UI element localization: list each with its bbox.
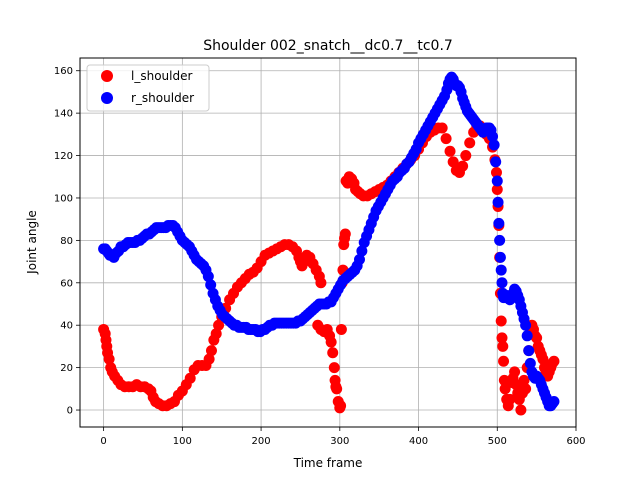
data-point-l-shoulder bbox=[531, 332, 543, 344]
data-point-l-shoulder bbox=[327, 347, 339, 359]
data-point-r-shoulder bbox=[353, 253, 365, 265]
data-point-l-shoulder bbox=[210, 328, 222, 340]
data-point-l-shoulder bbox=[515, 404, 527, 416]
data-point-l-shoulder bbox=[457, 160, 469, 172]
y-tick-label: 80 bbox=[60, 236, 73, 247]
legend-box bbox=[86, 64, 210, 112]
data-point-r-shoulder bbox=[520, 319, 532, 331]
y-tick-label: 40 bbox=[60, 321, 73, 332]
x-tick-label: 400 bbox=[409, 436, 428, 447]
axis-ticks: 0 100 200 300 400 500 600 0 20 40 60 80 100 120 140 160 bbox=[54, 66, 586, 447]
y-tick-label: 100 bbox=[54, 193, 73, 204]
x-tick-label: 100 bbox=[173, 436, 192, 447]
data-point-l-shoulder bbox=[460, 150, 472, 162]
x-tick-label: 0 bbox=[100, 436, 106, 447]
data-point-l-shoulder bbox=[103, 353, 115, 365]
data-point-l-shoulder bbox=[315, 277, 327, 289]
data-point-r-shoulder bbox=[491, 175, 503, 187]
y-tick-label: 60 bbox=[60, 278, 73, 289]
y-tick-label: 0 bbox=[67, 406, 73, 417]
legend-label-r-shoulder: r_shoulder bbox=[131, 91, 194, 105]
data-point-l-shoulder bbox=[331, 383, 343, 395]
series-r-shoulder bbox=[98, 71, 560, 412]
data-point-l-shoulder bbox=[335, 323, 347, 335]
data-point-l-shoulder bbox=[325, 336, 337, 348]
data-point-l-shoulder bbox=[504, 393, 516, 405]
data-point-l-shoulder bbox=[509, 366, 521, 378]
data-point-r-shoulder bbox=[548, 396, 560, 408]
data-point-l-shoulder bbox=[495, 315, 507, 327]
data-point-r-shoulder bbox=[494, 234, 506, 246]
data-point-r-shoulder bbox=[205, 279, 217, 291]
y-tick-label: 20 bbox=[60, 363, 73, 374]
data-point-l-shoulder bbox=[205, 345, 217, 357]
legend-marker-r-shoulder bbox=[101, 92, 113, 104]
data-point-l-shoulder bbox=[203, 353, 215, 365]
data-point-l-shoulder bbox=[518, 374, 530, 386]
data-point-l-shoulder bbox=[339, 228, 351, 240]
x-tick-label: 200 bbox=[252, 436, 271, 447]
data-point-l-shoulder bbox=[491, 183, 503, 195]
data-point-r-shoulder bbox=[356, 245, 368, 257]
data-point-l-shoulder bbox=[335, 400, 347, 412]
data-point-l-shoulder bbox=[548, 355, 560, 367]
data-point-l-shoulder bbox=[436, 122, 448, 134]
data-point-r-shoulder bbox=[492, 196, 504, 208]
data-point-r-shoulder bbox=[521, 330, 533, 342]
x-tick-label: 600 bbox=[566, 436, 585, 447]
legend: l_shoulder r_shoulder bbox=[86, 64, 210, 112]
chart-title: Shoulder 002_snatch__dc0.7__tc0.7 bbox=[203, 38, 453, 54]
data-point-l-shoulder bbox=[537, 353, 549, 365]
data-point-r-shoulder bbox=[496, 277, 508, 289]
data-point-l-shoulder bbox=[184, 372, 196, 384]
data-point-r-shoulder bbox=[487, 130, 499, 142]
x-tick-label: 500 bbox=[488, 436, 507, 447]
data-point-l-shoulder bbox=[213, 319, 225, 331]
data-point-r-shoulder bbox=[494, 251, 506, 263]
x-axis-label: Time frame bbox=[293, 456, 363, 470]
legend-label-l-shoulder: l_shoulder bbox=[131, 69, 192, 83]
data-point-l-shoulder bbox=[464, 137, 476, 149]
data-point-l-shoulder bbox=[440, 133, 452, 145]
y-tick-label: 160 bbox=[54, 66, 73, 77]
plot-frame bbox=[79, 57, 577, 428]
data-point-r-shoulder bbox=[523, 345, 535, 357]
data-point-r-shoulder bbox=[490, 156, 502, 168]
data-point-r-shoulder bbox=[202, 270, 214, 282]
y-tick-label: 140 bbox=[54, 109, 73, 120]
data-point-l-shoulder bbox=[520, 383, 532, 395]
data-point-l-shoulder bbox=[496, 332, 508, 344]
data-point-r-shoulder bbox=[495, 264, 507, 276]
data-point-l-shoulder bbox=[497, 340, 509, 352]
legend-marker-l-shoulder bbox=[101, 70, 113, 82]
data-point-r-shoulder bbox=[493, 217, 505, 229]
data-point-l-shoulder bbox=[447, 156, 459, 168]
data-point-l-shoulder bbox=[490, 167, 502, 179]
data-points bbox=[98, 71, 560, 416]
data-point-l-shoulder bbox=[498, 355, 510, 367]
data-point-r-shoulder bbox=[488, 139, 500, 151]
x-tick-label: 300 bbox=[330, 436, 349, 447]
y-axis-label: Joint angle bbox=[25, 210, 39, 275]
y-tick-label: 120 bbox=[54, 151, 73, 162]
data-point-r-shoulder bbox=[524, 357, 536, 369]
series-l-shoulder bbox=[98, 120, 560, 416]
data-point-l-shoulder bbox=[328, 362, 340, 374]
data-point-l-shoulder bbox=[444, 145, 456, 157]
